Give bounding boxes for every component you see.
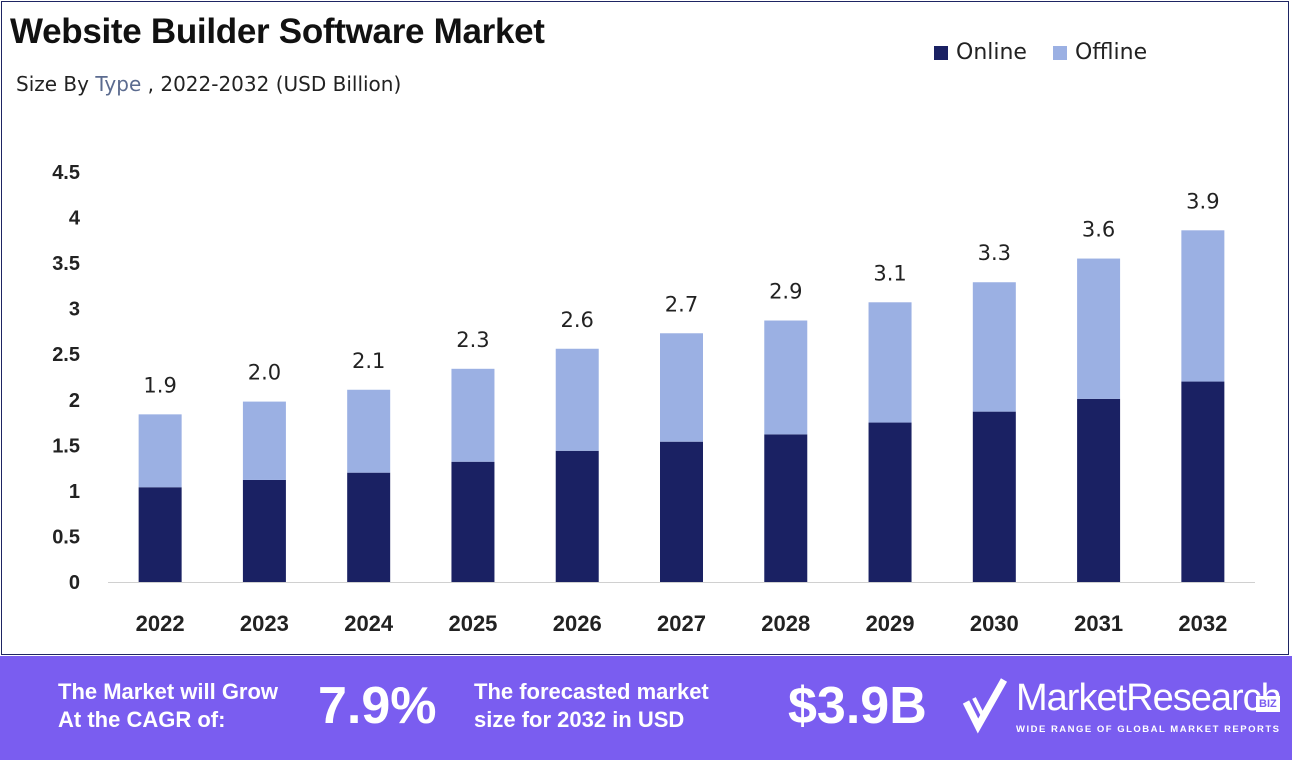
data-label-total: 3.1	[873, 261, 906, 285]
y-tick-label: 2	[69, 390, 80, 412]
bar-offline-2027	[660, 333, 703, 442]
x-tick-label: 2030	[970, 611, 1019, 636]
x-tick-label: 2028	[761, 611, 810, 636]
cagr-label-line2: At the CAGR of:	[58, 707, 226, 732]
y-tick-label: 3.5	[52, 253, 80, 275]
y-tick-label: 1.5	[52, 435, 80, 457]
bar-offline-2032	[1181, 230, 1225, 382]
legend-swatch-online	[934, 45, 948, 60]
bar-online-2023	[242, 479, 286, 582]
legend-item-offline: Offline	[1052, 40, 1148, 65]
bar-online-2029	[868, 422, 912, 582]
x-tick-label: 2032	[1178, 611, 1227, 636]
data-label-total: 3.6	[1082, 218, 1115, 242]
x-tick-label: 2024	[344, 611, 394, 636]
bar-offline-2022	[138, 414, 182, 488]
subtitle-suffix: , 2022-2032 (USD Billion)	[141, 72, 402, 96]
bar-offline-2025	[451, 368, 495, 462]
data-label-total: 2.7	[665, 292, 698, 316]
x-tick-label: 2027	[657, 611, 706, 636]
bar-offline-2030	[972, 282, 1016, 412]
y-tick-label: 1	[69, 481, 80, 503]
bar-offline-2031	[1077, 258, 1121, 399]
logo-tagline: WIDE RANGE OF GLOBAL MARKET REPORTS	[1016, 724, 1281, 735]
logo-badge: BIZ	[1256, 696, 1280, 712]
data-label-total: 1.9	[143, 373, 176, 397]
data-label-total: 2.1	[352, 349, 385, 373]
x-tick-label: 2029	[866, 611, 915, 636]
data-label-total: 3.3	[978, 241, 1011, 265]
chart-title: Website Builder Software Market	[10, 12, 545, 51]
logo-check-icon	[962, 678, 1008, 734]
chart-frame	[1, 1, 1289, 655]
bar-online-2025	[451, 461, 495, 582]
logo-name: MarketResearch	[1016, 677, 1282, 719]
cagr-label: The Market will Grow At the CAGR of:	[58, 678, 278, 734]
y-tick-label: 0	[69, 572, 80, 594]
bar-online-2027	[660, 441, 703, 582]
y-tick-label: 4.5	[52, 162, 80, 184]
bar-offline-2024	[347, 389, 391, 473]
x-tick-label: 2025	[448, 611, 497, 636]
bar-online-2028	[764, 434, 808, 582]
legend-item-online: Online	[934, 40, 1027, 65]
legend-swatch-offline	[1052, 45, 1067, 60]
data-label-total: 3.9	[1186, 189, 1219, 213]
bar-online-2022	[138, 487, 182, 582]
data-label-total: 2.6	[561, 308, 594, 332]
y-tick-label: 0.5	[52, 526, 80, 548]
x-tick-label: 2026	[553, 611, 602, 636]
chart-subtitle: Size By Type , 2022-2032 (USD Billion)	[16, 72, 401, 96]
data-label-total: 2.9	[769, 280, 802, 304]
y-tick-label: 4	[69, 208, 81, 230]
bar-online-2031	[1077, 398, 1121, 582]
cagr-label-line1: The Market will Grow	[58, 679, 279, 704]
x-tick-label: 2023	[240, 611, 289, 636]
bar-online-2024	[347, 472, 391, 582]
x-tick-label: 2031	[1074, 611, 1123, 636]
marketresearch-logo: MarketResearch BIZ WIDE RANGE OF GLOBAL …	[960, 674, 1290, 744]
bar-online-2030	[972, 411, 1016, 582]
forecast-label-line1: The forecasted market	[474, 679, 709, 704]
bar-chart: 0 0.5 1 1.5 2 2.5 3 3.5 4 4.5 1.9 2022 2.0 2023 2.1 202…	[52, 162, 1255, 636]
subtitle-highlight: Type	[95, 72, 142, 96]
forecast-value: $3.9B	[788, 677, 927, 735]
legend-label-online: Online	[956, 40, 1027, 65]
legend-label-offline: Offline	[1074, 40, 1148, 65]
summary-banner: The Market will Grow At the CAGR of: 7.9…	[0, 656, 1292, 760]
data-label-total: 2.3	[456, 328, 489, 352]
x-tick-label: 2022	[136, 611, 185, 636]
bar-offline-2023	[242, 401, 286, 480]
forecast-label: The forecasted market size for 2032 in U…	[474, 678, 709, 734]
data-label-total: 2.0	[248, 361, 281, 385]
bar-offline-2029	[868, 302, 912, 423]
forecast-label-line2: size for 2032 in USD	[474, 707, 685, 732]
y-tick-label: 2.5	[52, 344, 80, 366]
bar-offline-2026	[555, 348, 599, 451]
y-tick-label: 3	[69, 299, 80, 321]
bar-offline-2028	[764, 320, 808, 435]
bar-online-2026	[555, 450, 599, 582]
cagr-value: 7.9%	[318, 677, 437, 735]
bar-online-2032	[1181, 381, 1225, 582]
subtitle-prefix: Size By	[16, 72, 96, 96]
chart-legend: Online Offline	[934, 40, 1147, 65]
